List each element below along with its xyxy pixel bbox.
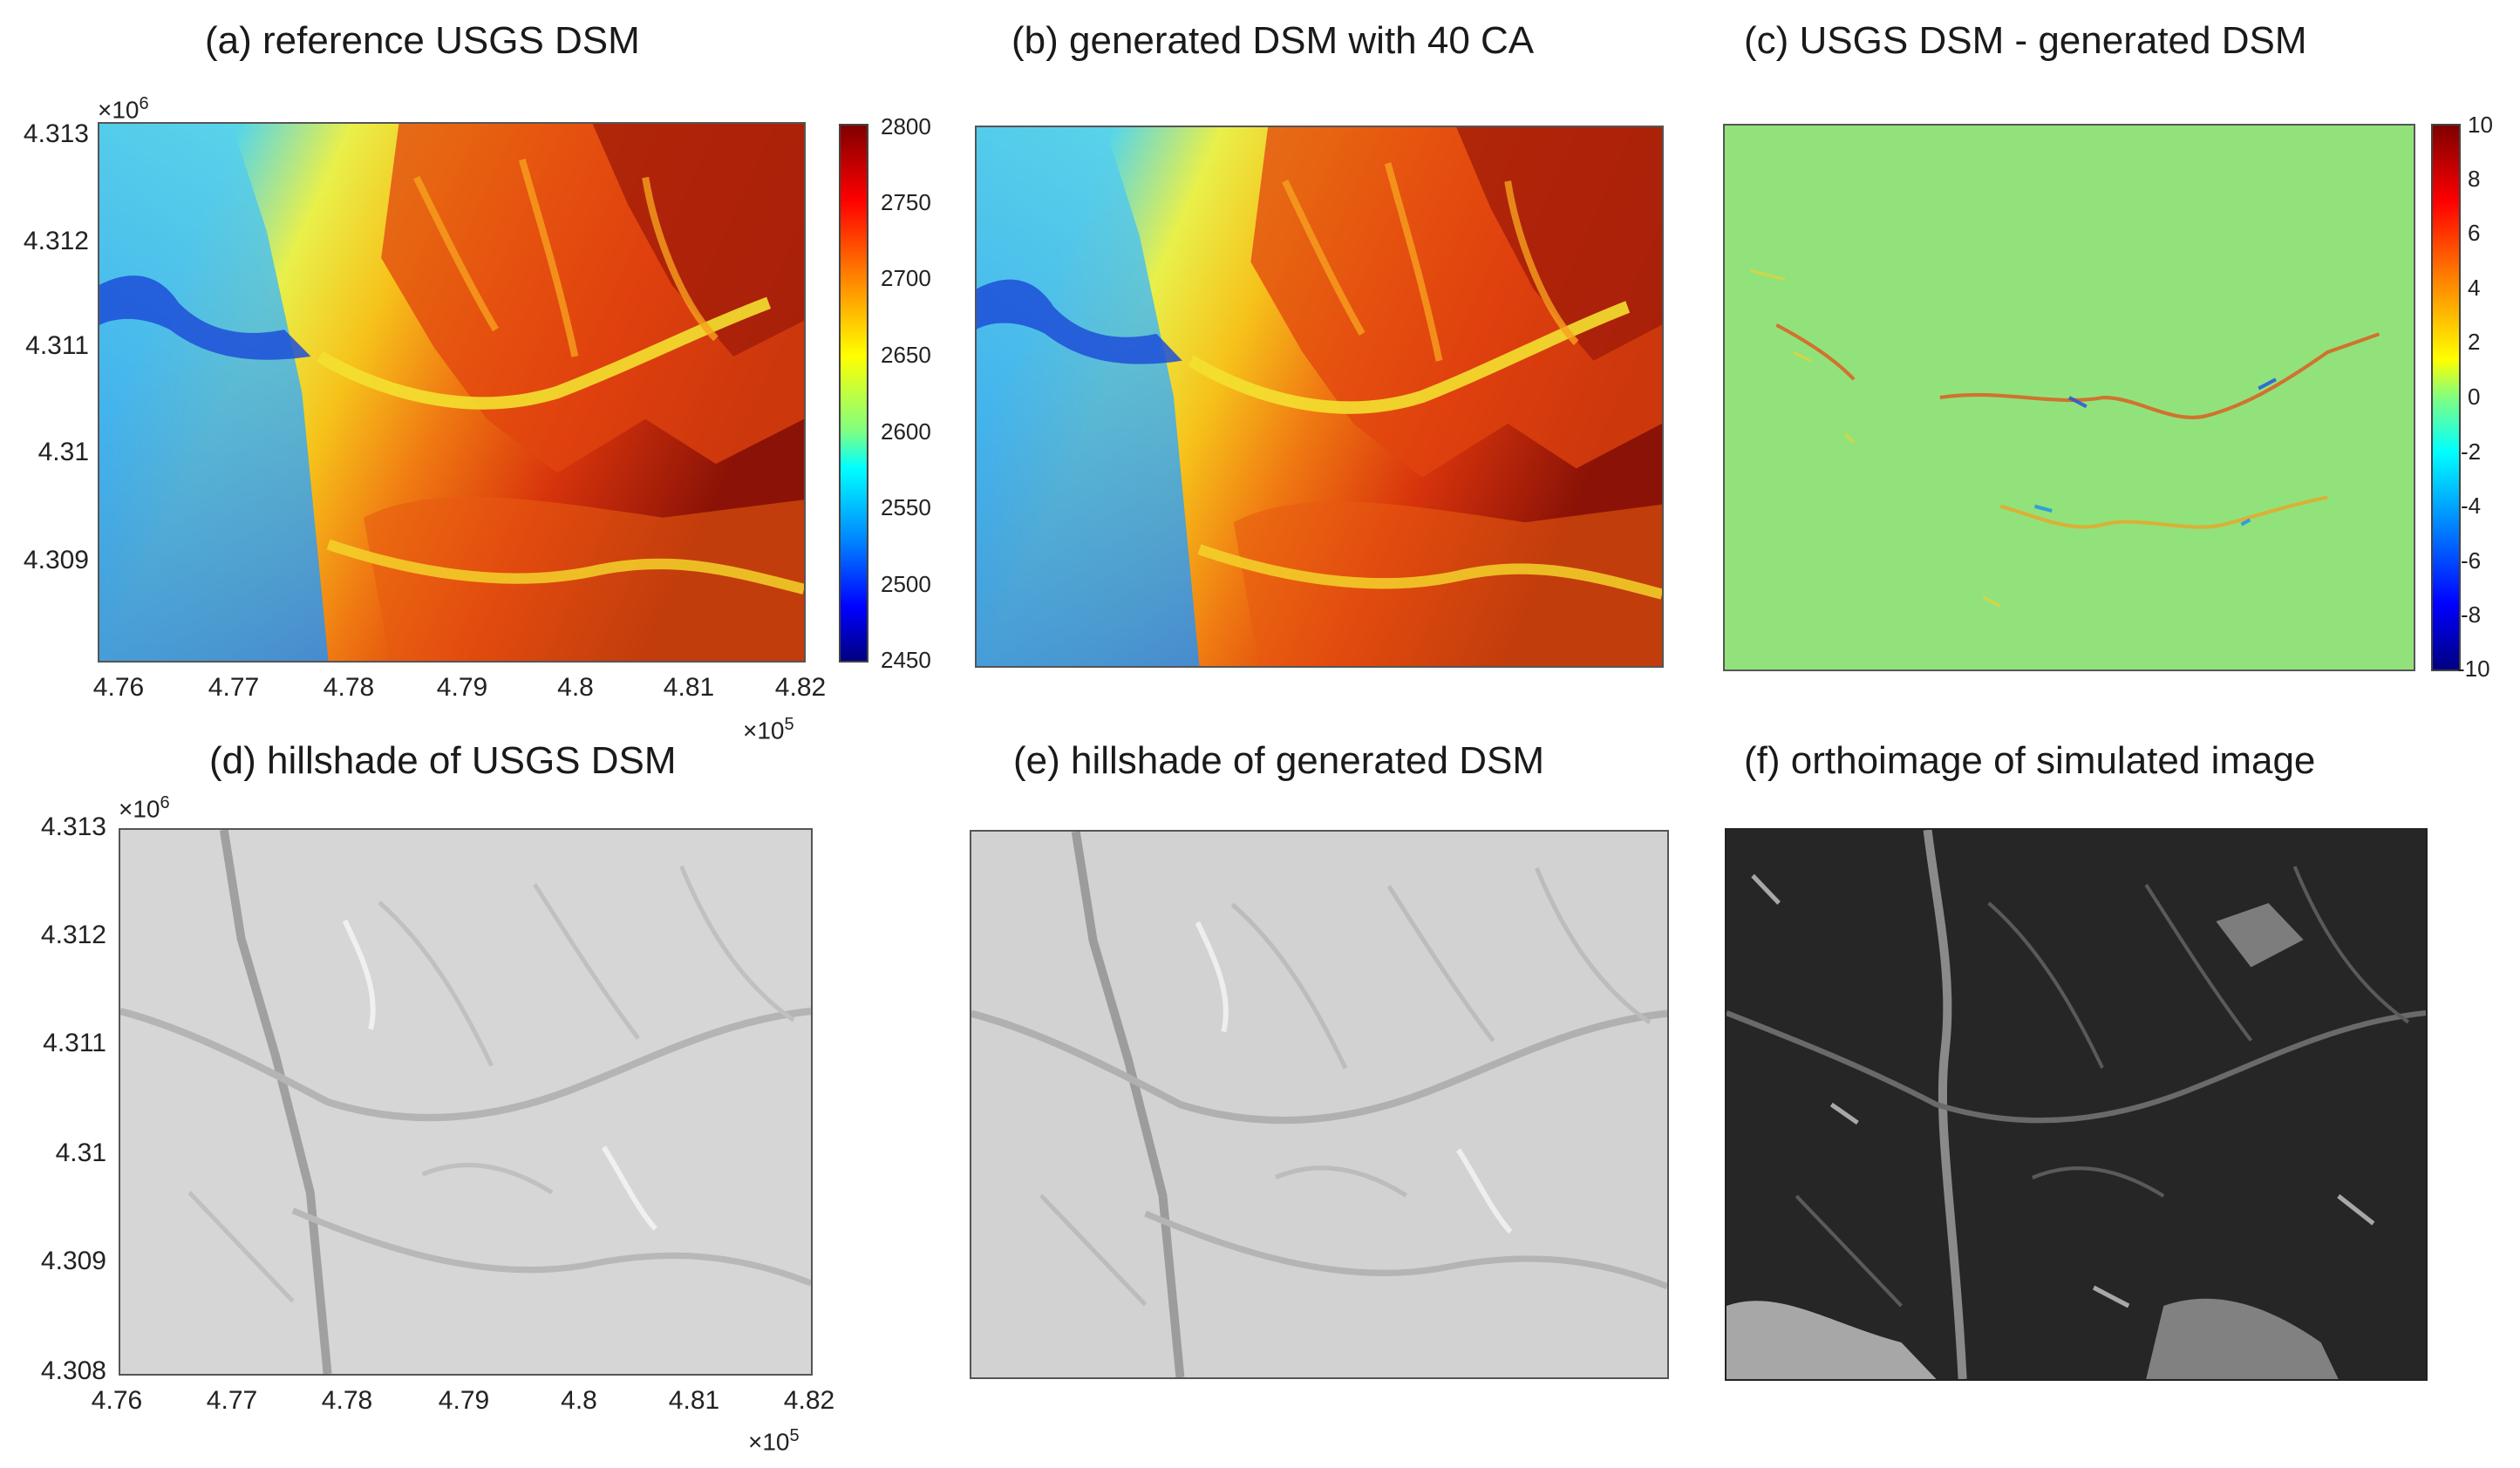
x-tick-a-477: 4.77 [208,673,260,702]
heatmap-c [1725,126,2414,669]
title-c: (c) USGS DSM - generated DSM [1744,19,2307,62]
difference-colorbar [2431,124,2461,671]
difference-tick-neg4: -4 [2461,493,2482,519]
y-tick-a-431: 4.31 [37,438,89,466]
title-b: (b) generated DSM with 40 CA [1011,19,1535,62]
elevation-tick-2600: 2600 [881,418,931,445]
difference-tick-2: 2 [2468,329,2481,355]
y-multiplier-d: ×106 [119,793,170,823]
y-multiplier-a: ×106 [98,94,149,124]
x-tick-d-479: 4.79 [438,1386,490,1415]
title-f: (f) orthoimage of simulated image [1744,739,2316,782]
y-tick-a-4313: 4.313 [23,119,89,148]
orthoimage-f [1727,830,2426,1379]
heatmap-panel-a [98,122,806,663]
title-e: (e) hillshade of generated DSM [1013,739,1544,782]
x-tick-d-482: 4.82 [783,1386,835,1415]
elevation-colorbar [839,124,868,663]
heatmap-panel-c [1723,124,2415,671]
x-multiplier-a: ×105 [743,715,794,744]
y-tick-a-4311: 4.311 [25,331,89,360]
elevation-tick-2500: 2500 [881,571,931,597]
x-tick-d-478: 4.78 [321,1386,373,1415]
x-multiplier-d: ×105 [748,1426,800,1456]
y-tick-d-4313: 4.313 [40,812,106,841]
difference-tick-6: 6 [2468,220,2481,246]
elevation-tick-2800: 2800 [881,113,931,139]
elevation-tick-2450: 2450 [881,647,931,673]
x-tick-a-478: 4.78 [323,673,375,702]
difference-tick-neg6: -6 [2461,547,2482,574]
elevation-tick-2650: 2650 [881,342,931,368]
elevation-tick-2750: 2750 [881,189,931,215]
difference-tick-10: 10 [2468,112,2493,138]
x-tick-a-482: 4.82 [774,673,827,702]
x-tick-a-476: 4.76 [92,673,145,702]
y-tick-a-4312: 4.312 [23,227,89,255]
hillshade-panel-d [119,828,813,1376]
orthoimage-panel-f [1725,828,2428,1381]
difference-tick-8: 8 [2468,166,2481,192]
heatmap-b [977,127,1662,666]
heatmap-a [99,124,804,661]
x-tick-a-48: 4.8 [557,673,594,702]
difference-tick-neg8: -8 [2461,601,2482,628]
y-tick-d-4308: 4.308 [40,1356,106,1385]
hillshade-panel-e [970,830,1669,1379]
title-a: (a) reference USGS DSM [205,19,640,62]
hillshade-d [120,830,811,1374]
x-tick-d-481: 4.81 [668,1386,720,1415]
y-tick-d-4312: 4.312 [40,921,106,949]
x-tick-a-481: 4.81 [663,673,715,702]
y-tick-d-431: 4.31 [55,1138,106,1167]
x-tick-a-479: 4.79 [436,673,488,702]
elevation-tick-2700: 2700 [881,265,931,291]
x-tick-d-48: 4.8 [561,1386,597,1415]
elevation-tick-2550: 2550 [881,494,931,520]
y-tick-a-4309: 4.309 [23,546,89,574]
hillshade-e [971,832,1667,1377]
difference-tick-0: 0 [2468,384,2481,410]
y-tick-d-4309: 4.309 [40,1247,106,1275]
x-tick-d-477: 4.77 [206,1386,258,1415]
title-d: (d) hillshade of USGS DSM [209,739,677,782]
x-tick-d-476: 4.76 [91,1386,143,1415]
heatmap-panel-b [975,126,1664,668]
difference-tick-neg10: -10 [2457,656,2490,682]
difference-tick-neg2: -2 [2461,438,2482,465]
difference-tick-4: 4 [2468,275,2481,301]
y-tick-d-4311: 4.311 [43,1029,106,1057]
